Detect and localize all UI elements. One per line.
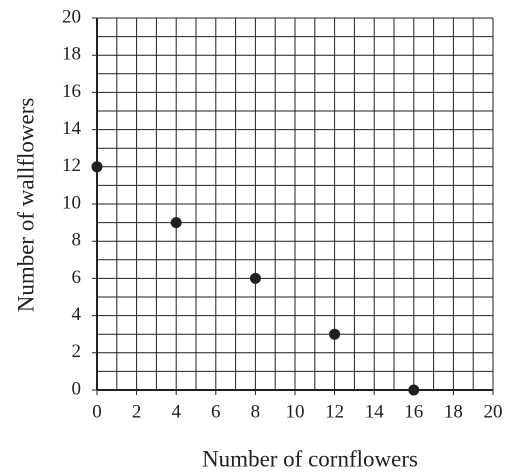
point — [170, 217, 182, 229]
x-tick-label: 4 — [171, 401, 181, 422]
x-tick-label: 6 — [211, 401, 221, 422]
y-tick-label: 4 — [72, 304, 82, 325]
y-tick-label: 10 — [62, 192, 81, 213]
y-tick-label: 18 — [62, 44, 81, 65]
y-tick-label: 16 — [62, 81, 81, 102]
x-tick-label: 0 — [92, 401, 102, 422]
x-tick-label: 18 — [444, 401, 463, 422]
point — [91, 161, 103, 173]
x-tick-label: 10 — [286, 401, 305, 422]
y-tick-label: 12 — [62, 155, 81, 176]
y-tick-label: 6 — [72, 267, 82, 288]
x-tick-label: 2 — [132, 401, 142, 422]
y-tick-label: 0 — [72, 378, 82, 399]
y-tick-label: 8 — [72, 230, 82, 251]
x-axis-label: Number of cornflowers — [202, 446, 418, 471]
y-axis-label: Number of wallflowers — [13, 98, 38, 313]
point — [408, 384, 420, 396]
x-tick-label: 16 — [404, 401, 423, 422]
point — [329, 328, 341, 340]
x-tick-label: 14 — [365, 401, 385, 422]
x-tick-label: 12 — [325, 401, 344, 422]
y-tick-label: 14 — [62, 118, 82, 139]
x-tick-label: 8 — [251, 401, 261, 422]
y-tick-label: 20 — [62, 6, 81, 27]
point — [249, 272, 261, 284]
y-tick-label: 2 — [72, 341, 82, 362]
x-tick-label: 20 — [484, 401, 503, 422]
